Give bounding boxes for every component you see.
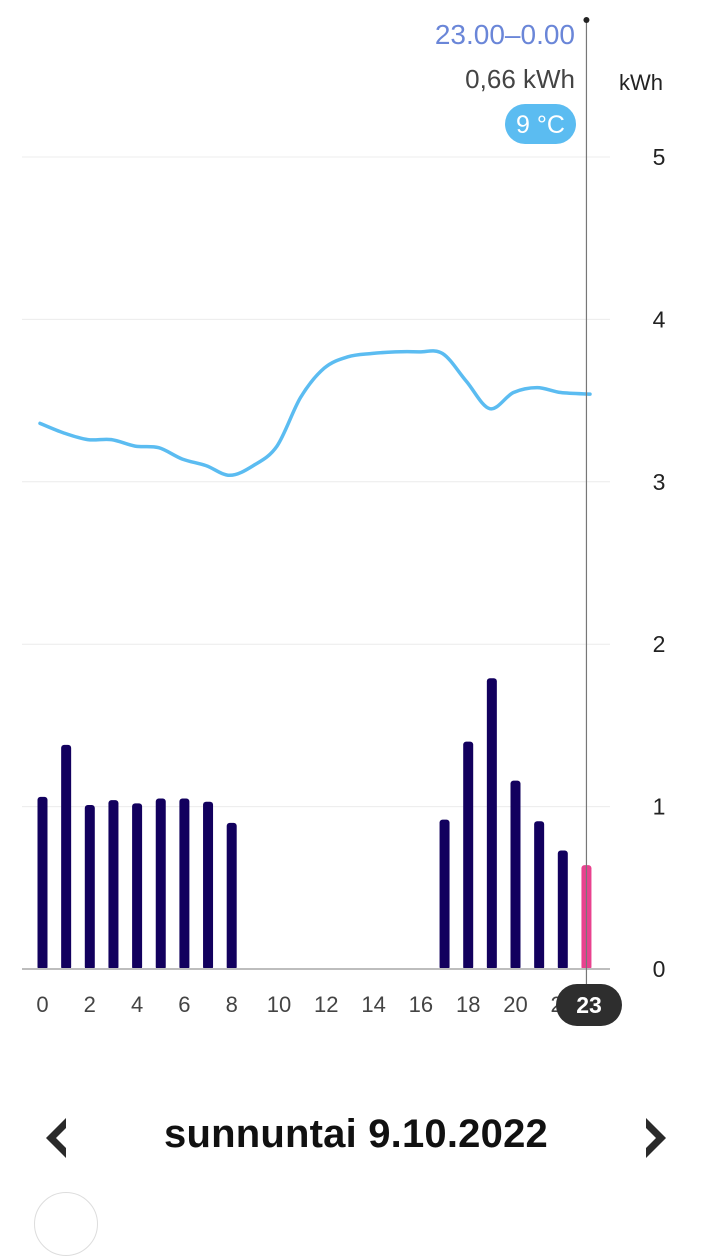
bar-hour-0[interactable] xyxy=(37,796,48,970)
selected-date: sunnuntai 9.10.2022 xyxy=(164,1112,548,1156)
bar-hour-8[interactable] xyxy=(226,822,237,970)
x-axis-ticks: 0246810121416182022 xyxy=(36,992,575,1017)
bar-hour-6[interactable] xyxy=(179,798,190,970)
bar-hour-21[interactable] xyxy=(534,821,545,970)
x-tick-label-4: 4 xyxy=(131,992,143,1017)
temperature-line xyxy=(38,349,592,478)
tooltip-consumption-value: 0,66 kWh xyxy=(465,64,575,94)
bar-hour-7[interactable] xyxy=(203,801,214,970)
bar-hour-20[interactable] xyxy=(510,780,521,970)
tooltip-time-range: 23.00–0.00 xyxy=(435,19,575,50)
previous-day-button[interactable] xyxy=(38,1114,78,1162)
x-tick-label-2: 2 xyxy=(84,992,96,1017)
y-tick-label-4: 4 xyxy=(653,306,666,332)
date-navigation: sunnuntai 9.10.2022 xyxy=(0,1100,712,1172)
y-tick-label-5: 5 xyxy=(653,144,666,170)
y-tick-label-3: 3 xyxy=(653,469,666,495)
bottom-round-button[interactable] xyxy=(34,1192,98,1256)
y-axis-unit-label: kWh xyxy=(619,70,663,95)
tooltip-temperature: 9 °C xyxy=(516,111,565,139)
selected-hour-pill[interactable]: 23 xyxy=(556,984,622,1026)
x-tick-label-14: 14 xyxy=(361,992,385,1017)
bar-hour-17[interactable] xyxy=(439,819,450,970)
selected-hour-label: 23 xyxy=(576,992,602,1018)
bar-hour-22[interactable] xyxy=(557,850,568,970)
bar-hour-2[interactable] xyxy=(84,804,95,970)
x-tick-label-8: 8 xyxy=(226,992,238,1017)
y-tick-label-1: 1 xyxy=(653,794,666,820)
selected-hour-pill-bg xyxy=(556,984,622,1026)
chart-gridlines xyxy=(22,156,610,808)
bar-hour-5[interactable] xyxy=(155,798,166,970)
bar-hour-1[interactable] xyxy=(61,744,72,970)
y-axis-ticks: 0 1 2 3 4 5 xyxy=(653,144,666,982)
x-tick-label-20: 20 xyxy=(503,992,527,1017)
x-tick-label-6: 6 xyxy=(178,992,190,1017)
selection-tooltip: 23.00–0.00 0,66 kWh 9 °C xyxy=(435,19,576,144)
x-tick-label-18: 18 xyxy=(456,992,480,1017)
consumption-bars[interactable] xyxy=(37,678,592,970)
bar-hour-4[interactable] xyxy=(132,803,143,970)
y-tick-label-0: 0 xyxy=(653,956,666,982)
x-tick-label-10: 10 xyxy=(267,992,291,1017)
next-day-button[interactable] xyxy=(634,1114,674,1162)
x-tick-label-0: 0 xyxy=(36,992,48,1017)
y-tick-label-2: 2 xyxy=(653,631,666,657)
chevron-left-icon xyxy=(46,1118,66,1158)
x-tick-label-16: 16 xyxy=(409,992,433,1017)
temperature-line-group xyxy=(38,349,592,478)
bar-hour-18[interactable] xyxy=(463,741,474,970)
x-tick-label-12: 12 xyxy=(314,992,338,1017)
bar-hour-3[interactable] xyxy=(108,800,119,970)
selection-cursor-dot xyxy=(583,17,590,23)
chevron-right-icon xyxy=(646,1118,666,1158)
bar-hour-19[interactable] xyxy=(486,678,497,970)
temperature-badge xyxy=(505,104,576,144)
